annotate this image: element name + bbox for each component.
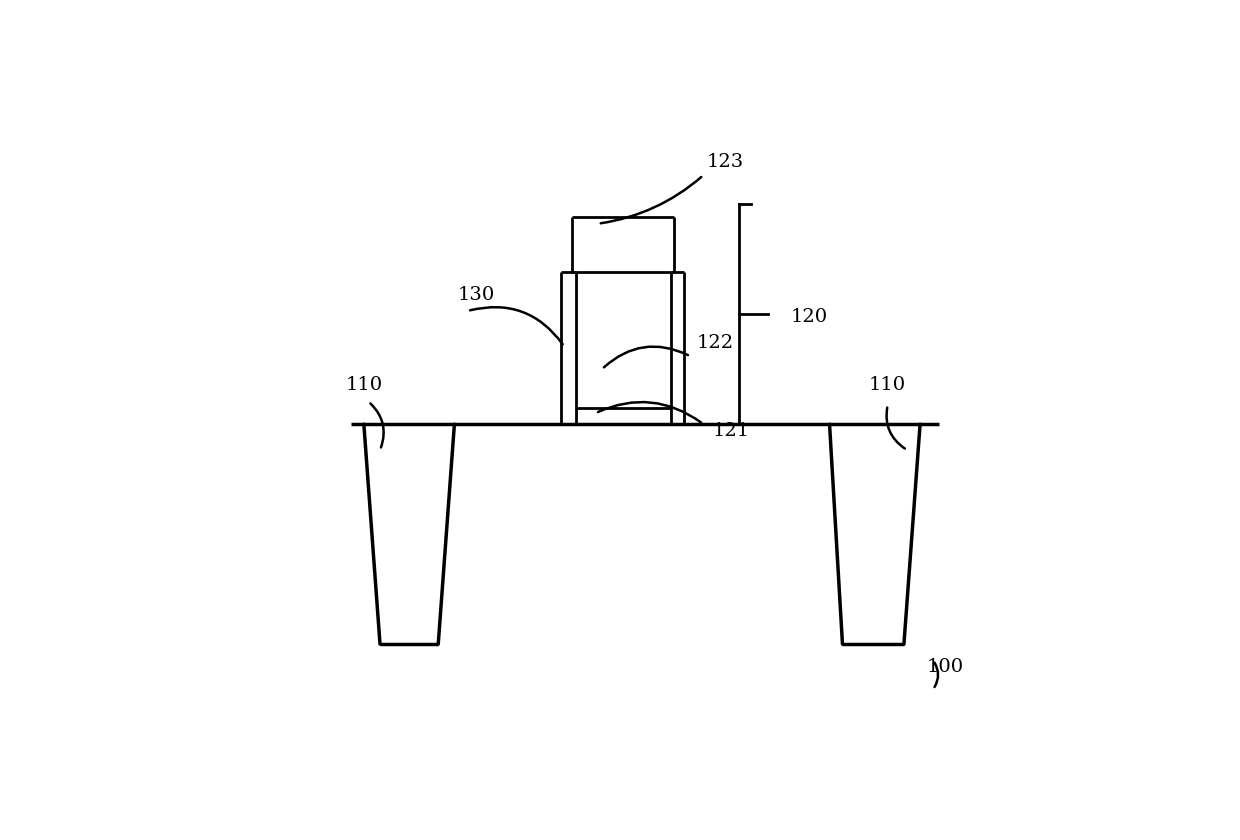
Text: 122: 122	[697, 334, 734, 352]
Text: 100: 100	[926, 658, 963, 675]
Text: 120: 120	[791, 308, 828, 327]
Text: 110: 110	[346, 376, 383, 395]
Text: 121: 121	[713, 422, 750, 439]
Text: 123: 123	[707, 153, 744, 171]
Text: 110: 110	[868, 376, 905, 395]
Text: 130: 130	[458, 286, 495, 304]
